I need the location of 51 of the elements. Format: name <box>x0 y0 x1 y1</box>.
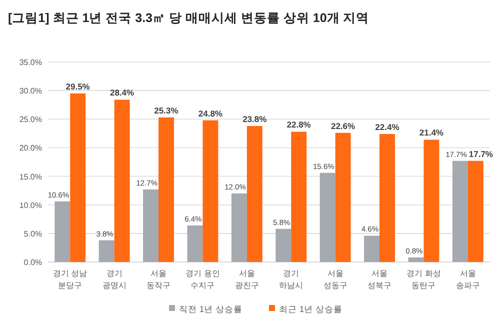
y-tick-label: 25.0% <box>19 115 42 124</box>
x-tick-label: 서울 동작구 <box>146 269 170 290</box>
data-label: 21.4% <box>419 128 444 138</box>
x-tick-label: 서울 성북구 <box>368 269 392 290</box>
y-tick-label: 10.0% <box>19 200 42 210</box>
x-tick-label: 경기 화성 동탄구 <box>406 269 441 290</box>
data-label: 17.7% <box>468 148 494 159</box>
bar <box>276 228 292 262</box>
bar <box>452 160 468 262</box>
y-tick-label: 20.0% <box>19 144 42 153</box>
chart-title: [그림1] 최근 1년 전국 3.3㎡ 당 매매시세 변동률 상위 10개 지역 <box>8 11 370 25</box>
x-tick-label: 경기 광명시 <box>102 269 126 290</box>
data-label: 28.4% <box>110 88 135 98</box>
bar <box>187 225 203 262</box>
data-label: 23.8% <box>242 114 268 124</box>
y-tick-label: 5.0% <box>24 229 42 238</box>
data-label: 25.3% <box>154 105 179 116</box>
bar <box>114 100 130 262</box>
bar <box>408 257 424 262</box>
x-tick-label: 서울 성동구 <box>323 269 348 290</box>
x-tick-label: 경기 용인 수지구 <box>186 269 220 290</box>
bar <box>380 134 395 262</box>
bar <box>364 236 380 262</box>
y-tick-label: 15.0% <box>19 172 42 182</box>
data-label: 22.6% <box>330 120 356 131</box>
legend-label: 직전 1년 상승률 <box>179 304 242 314</box>
bar <box>246 126 262 262</box>
x-tick-label: 경기 성남 분당구 <box>52 269 88 290</box>
y-tick-label: 35.0% <box>19 58 42 67</box>
x-tick-label: 경기 하남시 <box>279 269 304 290</box>
bar <box>468 160 484 262</box>
bar <box>158 117 174 262</box>
data-label: 29.5% <box>66 81 90 92</box>
bar <box>291 132 307 262</box>
y-tick-label: 0.0% <box>24 258 42 267</box>
bar <box>231 193 247 262</box>
bar <box>320 172 336 262</box>
data-label: 22.4% <box>375 122 400 132</box>
bar <box>335 132 351 262</box>
data-label: 22.8% <box>286 120 312 130</box>
data-label: 24.8% <box>198 108 223 118</box>
bar <box>70 93 86 262</box>
x-tick-label: 서울 광진구 <box>234 269 259 290</box>
bar <box>143 189 158 262</box>
bar <box>202 120 218 262</box>
legend-label: 최근 1년 상승률 <box>279 304 342 314</box>
x-tick-label: 서울 송파구 <box>456 269 480 290</box>
y-tick-label: 30.0% <box>19 86 42 96</box>
bar <box>54 201 70 262</box>
bar <box>424 140 440 262</box>
bar <box>98 240 114 262</box>
